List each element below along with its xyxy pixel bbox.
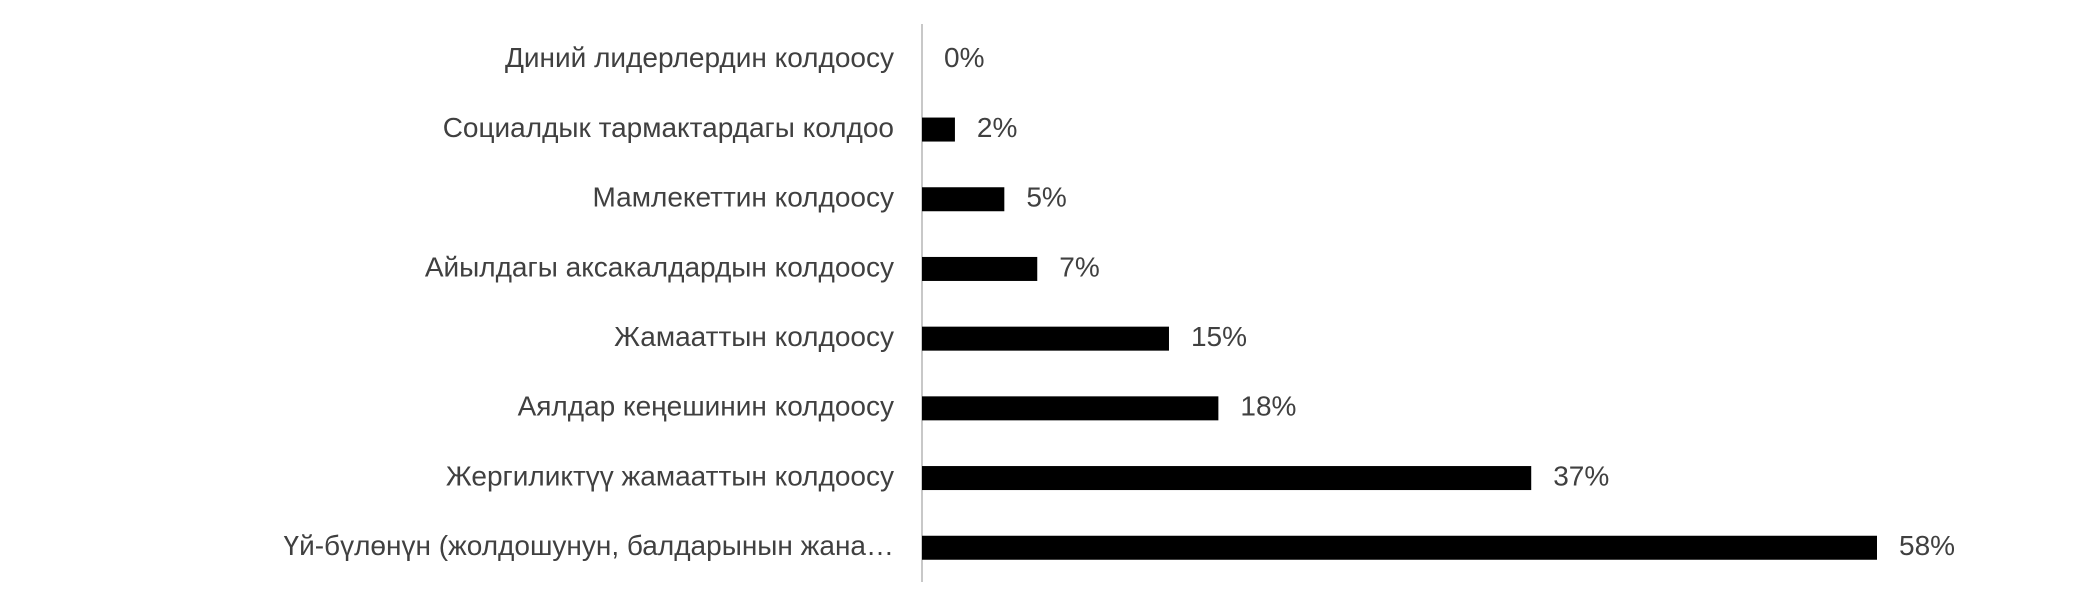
category-label: Жамааттын колдоосу <box>614 321 894 352</box>
data-label: 18% <box>1240 391 1296 422</box>
category-label: Аялдар кеңешинин колдоосу <box>518 391 894 422</box>
category-label: Үй-бүлөнүн (жолдошунун, балдарынын жана… <box>284 530 894 561</box>
data-label: 0% <box>944 42 984 73</box>
data-label: 2% <box>977 112 1017 143</box>
data-label: 37% <box>1553 460 1609 491</box>
data-label: 5% <box>1026 182 1066 213</box>
category-label: Айылдагы аксакалдардын колдоосу <box>425 251 894 282</box>
category-label: Социалдык тармактардагы колдоо <box>443 112 894 143</box>
bar <box>922 466 1532 491</box>
data-label: 7% <box>1059 251 1099 282</box>
data-label: 58% <box>1899 530 1955 561</box>
bar <box>922 396 1219 421</box>
category-label: Мамлекеттин колдоосу <box>593 182 894 213</box>
bar <box>922 535 1877 560</box>
bar <box>922 187 1005 212</box>
category-label: Жергиликтүү жамааттын колдоосу <box>446 460 894 491</box>
data-label: 15% <box>1191 321 1247 352</box>
bar <box>922 326 1169 351</box>
category-label: Диний лидерлердин колдоосу <box>505 42 894 73</box>
bar <box>922 256 1038 281</box>
bar <box>922 117 955 142</box>
